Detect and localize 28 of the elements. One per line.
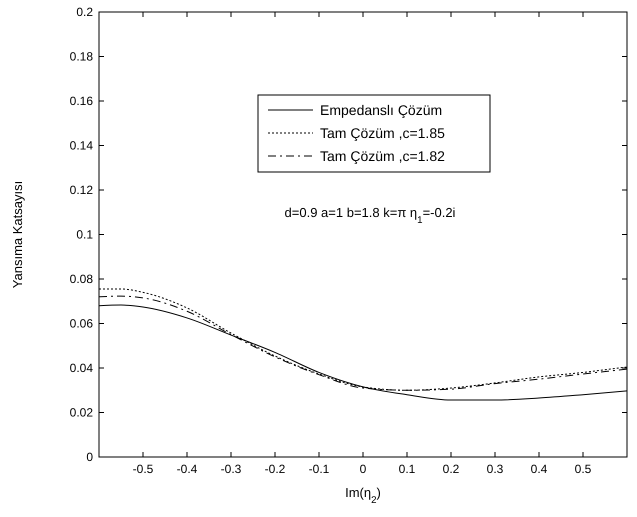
x-tick-label: 0.5 (574, 462, 592, 476)
y-tick-label: 0.06 (70, 316, 94, 330)
y-axis-title: Yansıma Katsayısı (10, 180, 25, 288)
y-tick-label: 0.08 (70, 272, 94, 286)
x-tick-label: -0.4 (176, 462, 198, 476)
x-tick-label: -0.2 (264, 462, 286, 476)
x-tick-label: 0.1 (398, 462, 416, 476)
y-tick-label: 0.18 (70, 50, 94, 64)
annotation: d=0.9 a=1 b=1.8 k=π η$_{1}$=-0.2i (284, 205, 456, 226)
x-tick-label: -0.3 (220, 462, 242, 476)
y-tick-label: 0.2 (76, 5, 94, 19)
y-tick-label: 0.04 (70, 361, 94, 375)
legend-label: Tam Çözüm ,c=1.85 (320, 125, 446, 141)
x-tick-label: -0.1 (308, 462, 330, 476)
x-axis-title: Im(η$_{2}$) (345, 485, 381, 506)
y-tick-label: 0.1 (76, 228, 94, 242)
x-tick-label: 0.4 (530, 462, 548, 476)
y-tick-label: 0.14 (70, 138, 94, 152)
y-tick-label: 0.12 (70, 183, 94, 197)
x-tick-label: 0.2 (442, 462, 460, 476)
y-tick-label: 0.16 (70, 94, 94, 108)
y-tick-label: 0 (86, 450, 94, 464)
y-tick-label: 0.02 (70, 406, 94, 420)
x-tick-label: 0 (360, 462, 367, 476)
x-tick-label: 0.3 (486, 462, 504, 476)
x-tick-label: -0.5 (132, 462, 154, 476)
legend-label: Tam Çözüm ,c=1.82 (320, 148, 446, 164)
legend-label: Empedanslı Çözüm (320, 102, 442, 118)
